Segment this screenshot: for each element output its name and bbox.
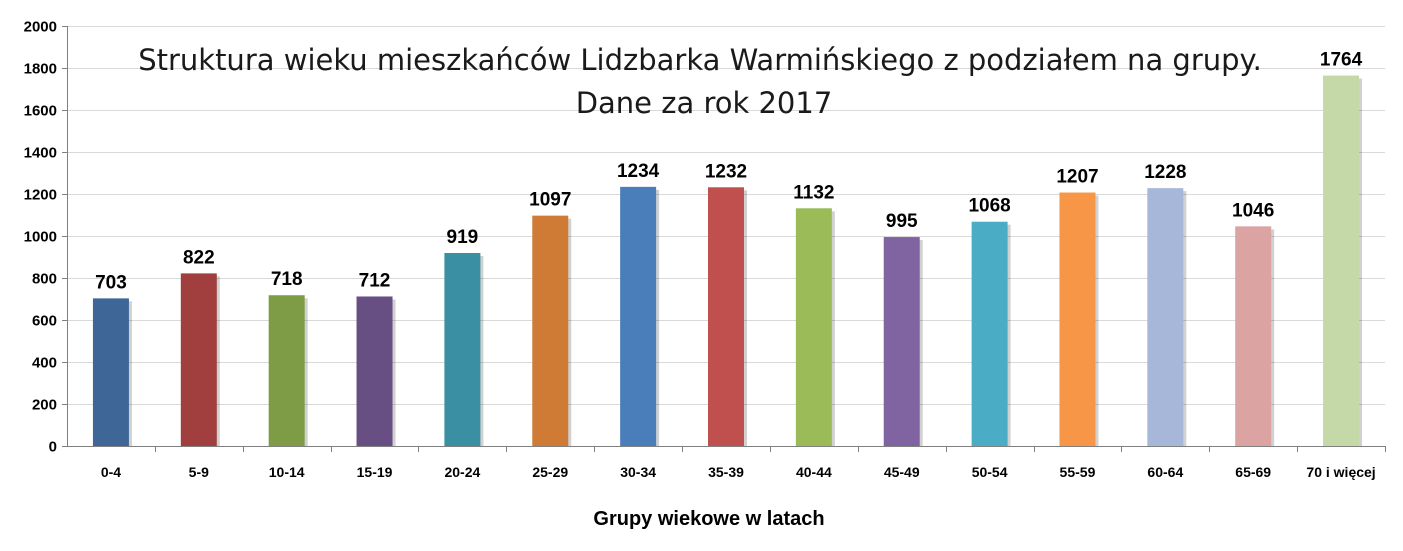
x-tick-label: 60-64 [1147, 464, 1183, 480]
y-tick-label: 1600 [24, 103, 57, 120]
y-tick-label: 800 [32, 271, 57, 288]
data-label: 712 [359, 270, 391, 291]
bar-0-4 [92, 298, 129, 446]
y-tick-label: 2000 [24, 19, 57, 36]
bar-55-59 [1059, 192, 1096, 446]
data-label: 1207 [1056, 167, 1098, 188]
bar-50-54 [971, 221, 1008, 446]
chart-title: Struktura wieku mieszkańców Lidzbarka Wa… [138, 43, 1262, 77]
bar-40-44 [795, 208, 832, 446]
y-tick-label: 1400 [24, 145, 57, 162]
label-layer: 703 822 718 712 919 1097 1234 1232 1132 995 1068 12… [95, 50, 1363, 294]
x-tick-label: 20-24 [444, 464, 480, 480]
data-label: 919 [447, 227, 479, 248]
x-tick-label: 65-69 [1235, 464, 1271, 480]
bar-30-34 [620, 186, 657, 447]
x-tick-label: 30-34 [620, 464, 656, 480]
bar-35-39 [708, 187, 744, 446]
y-tick-label: 600 [32, 313, 57, 330]
x-tick-label: 35-39 [708, 464, 744, 480]
x-tick-label: 10-14 [269, 464, 305, 480]
bar-15-19 [356, 296, 393, 446]
y-tick-label: 200 [32, 397, 57, 414]
data-label: 822 [183, 247, 215, 268]
data-label: 1764 [1320, 50, 1363, 71]
bar-70-i-więcej [1323, 75, 1360, 446]
y-tick-label: 400 [32, 355, 57, 372]
x-tick-label: 5-9 [189, 464, 209, 480]
data-label: 1068 [968, 196, 1010, 217]
x-tick-label: 70 i więcej [1306, 464, 1375, 480]
data-label: 1234 [617, 161, 660, 182]
bar-20-24 [444, 253, 481, 446]
data-label: 995 [886, 211, 918, 232]
bar-65-69 [1235, 226, 1272, 446]
data-label: 703 [95, 272, 127, 293]
y-tick-label: 1800 [24, 61, 57, 78]
data-label: 1097 [529, 190, 571, 211]
data-label: 1232 [705, 161, 747, 182]
bar-5-9 [180, 273, 217, 446]
x-tick-label: 0-4 [101, 464, 121, 480]
data-label: 1046 [1232, 200, 1274, 221]
axis-layer: 0 200 400 600 800 1000 1200 1400 1600 1800 2000 0-4… [24, 19, 1386, 480]
x-tick-label: 45-49 [884, 464, 920, 480]
x-tick-label: 25-29 [532, 464, 568, 480]
data-label: 718 [271, 269, 303, 290]
x-tick-label: 55-59 [1060, 464, 1096, 480]
y-tick-label: 0 [49, 439, 57, 456]
bar-45-49 [883, 237, 920, 446]
bar-10-14 [268, 295, 305, 446]
data-label: 1228 [1144, 162, 1186, 183]
y-tick-label: 1000 [24, 229, 57, 246]
y-tick-label: 1200 [24, 187, 57, 204]
x-axis-label: Grupy wiekowe w latach [593, 508, 824, 530]
chart-subtitle: Dane za rok 2017 [576, 86, 833, 120]
bar-60-64 [1147, 188, 1184, 446]
x-tick-label: 15-19 [357, 464, 393, 480]
data-label: 1132 [793, 182, 834, 203]
bar-25-29 [532, 215, 569, 446]
x-tick-label: 40-44 [796, 464, 832, 480]
x-tick-label: 50-54 [972, 464, 1008, 480]
bar-layer [92, 75, 1363, 447]
